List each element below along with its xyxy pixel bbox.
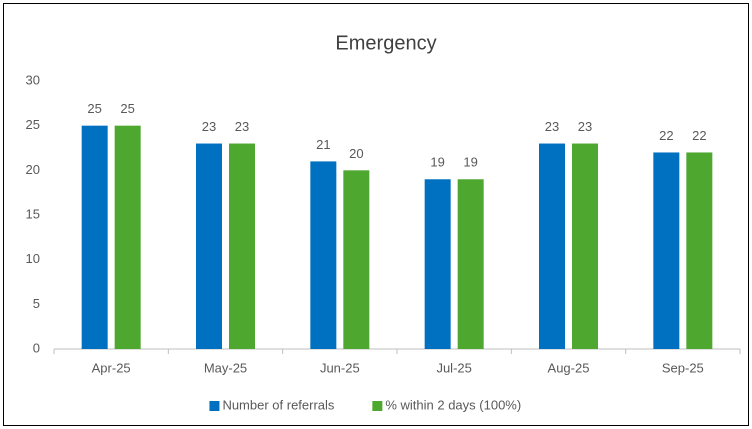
bar — [457, 179, 484, 349]
x-tick-label: Jul-25 — [436, 360, 471, 375]
bar — [539, 143, 565, 349]
data-label: 22 — [659, 128, 673, 143]
x-tick-label: Apr-25 — [92, 360, 131, 375]
legend-label: % within 2 days (100%) — [385, 397, 521, 412]
legend-label: Number of referrals — [222, 397, 334, 412]
x-tick-label: Aug-25 — [548, 360, 590, 375]
data-label: 23 — [545, 119, 559, 134]
y-tick-label: 20 — [26, 162, 40, 177]
data-label: 19 — [430, 155, 444, 170]
bar — [424, 179, 451, 349]
bar — [81, 125, 108, 350]
y-tick-label: 0 — [33, 340, 40, 355]
bar — [114, 125, 141, 350]
x-tick-label: Sep-25 — [662, 360, 704, 375]
data-label: 21 — [316, 137, 330, 152]
x-tick-label: May-25 — [204, 360, 247, 375]
y-tick-label: 25 — [26, 117, 40, 132]
y-tick-label: 5 — [33, 296, 40, 311]
data-label: 25 — [120, 101, 134, 116]
data-label: 25 — [87, 101, 101, 116]
y-tick-label: 30 — [26, 72, 40, 87]
bar — [343, 170, 370, 349]
data-label: 22 — [692, 128, 706, 143]
y-tick-label: 10 — [26, 251, 40, 266]
x-tick-label: Jun-25 — [320, 360, 360, 375]
bar — [686, 152, 713, 349]
bar — [196, 143, 222, 349]
y-tick-label: 15 — [26, 206, 40, 221]
bar — [310, 161, 337, 349]
bar — [229, 143, 255, 349]
data-label: 23 — [235, 119, 249, 134]
bar — [653, 152, 680, 349]
data-label: 20 — [349, 146, 363, 161]
data-label: 23 — [578, 119, 592, 134]
data-label: 19 — [463, 155, 477, 170]
bar — [572, 143, 598, 349]
data-label: 23 — [202, 119, 216, 134]
legend-swatch — [209, 401, 220, 411]
legend-swatch — [372, 401, 383, 411]
chart-title: Emergency — [335, 32, 436, 54]
